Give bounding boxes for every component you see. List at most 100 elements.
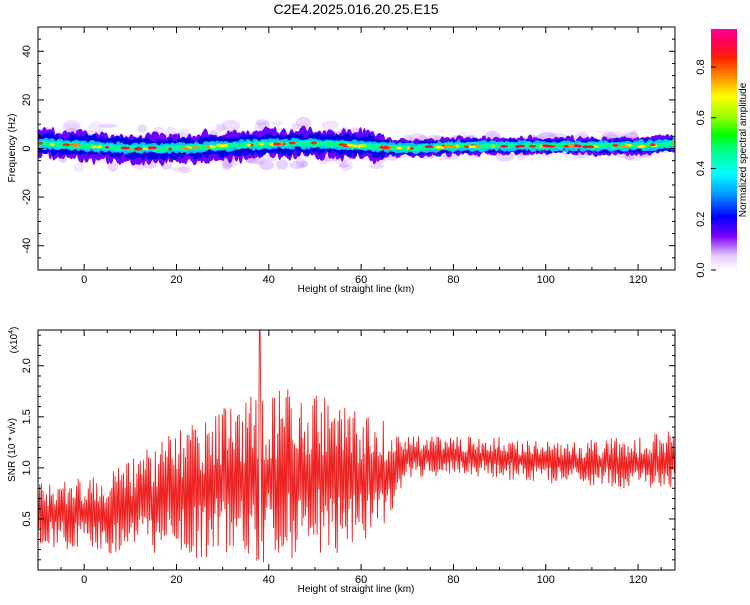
spectrogram-halo-cell — [300, 160, 309, 168]
spectrogram-peak-cell — [463, 145, 470, 149]
spectrogram-halo-cell — [215, 123, 227, 133]
spectrogram-peak-cell — [572, 144, 582, 148]
spectrogram-peak-cell — [142, 147, 149, 151]
colorbar-tick-label-2: 0.4 — [695, 161, 707, 176]
snr-panel: 0 20 40 60 80 100 120 0.5 1.0 1.5 2.0 Height of st… — [7, 327, 676, 595]
spectrogram-peak-cell — [466, 145, 477, 149]
spectrogram-halo-cell — [386, 155, 399, 161]
snr-series-line — [38, 330, 675, 563]
spectrogram-halo-cell — [178, 165, 192, 174]
spectrogram-halo-cell — [64, 119, 81, 131]
snr-ticks: 0 20 40 60 80 100 120 0.5 1.0 1.5 2.0 — [21, 330, 675, 586]
spectrogram-peak-cell — [338, 143, 347, 147]
spectrogram-y-label: Frequency (Hz) — [7, 114, 18, 183]
spectrogram-x-tick-label-20: 20 — [170, 274, 182, 286]
spectrogram-y-tick-label-4: 40 — [21, 45, 33, 57]
spectrogram-peak-cell — [515, 145, 520, 149]
spectrogram-peak-cell — [424, 145, 434, 149]
snr-frame — [37, 329, 676, 571]
snr-y-tick-label-2: 1.5 — [21, 409, 33, 424]
spectrogram-peak-cell — [133, 147, 144, 151]
spectrogram-halo-cell — [259, 160, 275, 171]
colorbar-ticks: 0.0 0.2 0.4 0.6 0.8 — [695, 59, 716, 278]
spectrogram-halo-cell — [276, 159, 289, 170]
spectrogram-peak-cell — [62, 143, 71, 147]
spectrogram-ticks: 0 20 40 60 80 100 120 -40 -20 0 20 40 — [21, 27, 675, 286]
snr-multiplier-exponent: 4 — [8, 330, 15, 334]
snr-multiplier-base: (x10 — [9, 333, 20, 353]
colorbar-gradient — [711, 29, 737, 270]
spectrogram-y-tick-label-2: 0 — [21, 145, 33, 151]
spectrogram-peak-cell — [567, 144, 575, 147]
chart-title: C2E4.2025.016.20.25.E15 — [273, 1, 438, 17]
spectrogram-halo-cell — [291, 123, 300, 130]
snr-y-tick-label-0: 0.5 — [21, 511, 33, 526]
spectrogram-halo-cell — [295, 157, 306, 169]
snr-x-tick-label-80: 80 — [447, 574, 459, 586]
spectrogram-halo-cell — [245, 156, 266, 164]
spectrogram-peak-cell — [528, 144, 537, 148]
colorbar: 0.0 0.2 0.4 0.6 0.8 Normalized spectral ampl… — [695, 29, 749, 278]
spectrogram-peak-cell — [586, 145, 595, 149]
spectrogram-peak-cell — [380, 146, 391, 150]
spectrogram-halo-cell — [320, 120, 340, 130]
spectrogram-peak-cell — [443, 144, 448, 148]
snr-y-tick-label-1: 1.0 — [21, 460, 33, 475]
spectrogram-peak-cell — [671, 141, 675, 145]
spectrogram-halo-cell — [170, 167, 188, 172]
colorbar-tick-label-1: 0.2 — [695, 212, 707, 227]
snr-y-label: SNR (10 * v/v) — [7, 418, 18, 482]
spectrogram-halo-cell — [88, 121, 104, 134]
spectrogram-heatmap — [38, 116, 675, 174]
colorbar-label: Normalized spectral amplitude — [738, 82, 749, 217]
snr-x-tick-label-20: 20 — [170, 574, 182, 586]
spectrogram-y-tick-label-3: 20 — [21, 94, 33, 106]
spectrogram-halo-cell — [271, 120, 283, 126]
spectrogram-peak-cell — [395, 146, 403, 150]
spectrogram-peak-cell — [620, 145, 629, 148]
spectrogram-peak-cell — [120, 146, 130, 150]
spectrogram-peak-cell — [38, 141, 43, 145]
spectrogram-halo-cell — [223, 157, 239, 169]
colorbar-tick-label-4: 0.8 — [695, 59, 707, 74]
spectrogram-halo-cell — [629, 130, 639, 141]
spectrogram-peak-cell — [147, 146, 158, 150]
spectrogram-halo-cell — [73, 162, 85, 173]
spectrogram-peak-cell — [216, 144, 224, 147]
spectrogram-x-tick-label-60: 60 — [355, 274, 367, 286]
spectrogram-peak-cell — [288, 141, 296, 145]
spectrogram-peak-cell — [49, 142, 55, 146]
snr-x-tick-label-40: 40 — [263, 574, 275, 586]
spectrogram-x-tick-label-100: 100 — [537, 274, 555, 286]
spectrogram-halo-cell — [289, 160, 305, 169]
spectrogram-peak-cell — [491, 144, 496, 148]
spectrogram-x-tick-label-80: 80 — [447, 274, 459, 286]
spectrogram-y-tick-label-0: -40 — [21, 238, 33, 254]
spectrogram-halo-cell — [107, 162, 119, 173]
spectrogram-peak-cell — [500, 144, 509, 148]
spectrogram-peak-cell — [346, 143, 354, 147]
spectrogram-peak-cell — [71, 144, 81, 147]
spectrogram-peak-cell — [650, 143, 656, 147]
snr-multiplier-close: ) — [9, 327, 20, 330]
spectrogram-halo-cell — [178, 128, 190, 135]
spectrogram-peak-cell — [168, 147, 172, 151]
spectrogram-peak-cell — [637, 144, 646, 148]
snr-x-tick-label-100: 100 — [537, 574, 555, 586]
spectrogram-halo-cell — [295, 116, 311, 128]
spectrogram-y-tick-label-1: -20 — [21, 189, 33, 205]
spectrogram-panel: 0 20 40 60 80 100 120 -40 -20 0 20 40 Height of str… — [7, 26, 676, 295]
snr-x-tick-label-0: 0 — [81, 574, 87, 586]
spectrogram-peak-cell — [436, 146, 440, 150]
spectrogram-x-label: Height of straight line (km) — [298, 284, 415, 295]
spectrogram-halo-cell — [255, 119, 270, 126]
spectrogram-x-tick-label-0: 0 — [81, 274, 87, 286]
spectrogram-halo-cell — [338, 163, 349, 168]
snr-x-tick-label-60: 60 — [355, 574, 367, 586]
spectrogram-peak-cell — [181, 146, 190, 150]
spectrogram-peak-cell — [544, 144, 551, 148]
spectrogram-peak-cell — [310, 141, 317, 145]
spectrogram-halo-cell — [547, 132, 568, 139]
spectrogram-halo-cell — [137, 124, 147, 133]
